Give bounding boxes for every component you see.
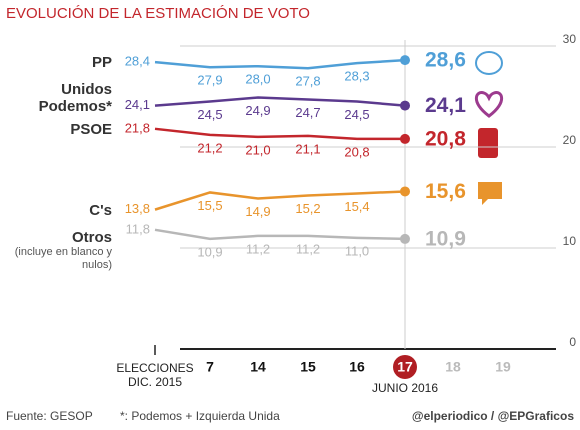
y-tick-label: 0 (569, 335, 576, 349)
series-name: C's (89, 201, 112, 219)
value-label: 10,9 (197, 244, 222, 259)
value-label: 15,2 (295, 201, 320, 216)
end-value-label: 28,6 (425, 49, 466, 72)
annotation: JUNIO 2016 (372, 381, 438, 395)
value-label: 13,8 (125, 201, 150, 216)
series-line (154, 190, 406, 211)
end-value-label: 10,9 (425, 227, 466, 250)
value-label: 21,8 (125, 120, 150, 135)
end-value-label: 20,8 (425, 127, 466, 150)
series-name: PSOE (70, 120, 112, 138)
end-value-label: 24,1 (425, 94, 466, 117)
series-name: Otros (71, 228, 112, 246)
highlight-marker (393, 355, 417, 379)
value-label: 27,8 (295, 74, 320, 89)
value-label: 21,0 (245, 142, 270, 157)
value-label: 24,9 (245, 103, 270, 118)
value-label: 11,8 (126, 221, 150, 236)
psoe-logo (478, 128, 498, 158)
y-tick-label: 10 (563, 234, 577, 248)
value-label: 15,4 (344, 199, 369, 214)
series-name: PP (91, 54, 112, 72)
value-label: 15,5 (197, 198, 222, 213)
chart-title: EVOLUCIÓN DE LA ESTIMACIÓN DE VOTO (6, 5, 310, 22)
value-label: 24,5 (197, 107, 222, 122)
value-label: 21,2 (197, 140, 222, 155)
series-name: Unidos Podemos* (38, 80, 112, 115)
end-point (400, 186, 410, 197)
source: Fuente: GESOP (6, 409, 93, 423)
x-tick-label: 17 (397, 359, 413, 375)
end-point (400, 133, 410, 144)
end-point (400, 100, 410, 111)
x-tick-label: 7 (206, 359, 214, 375)
x-tick-label: 15 (300, 359, 316, 375)
series-line (154, 228, 406, 241)
x-tick-label: 18 (445, 359, 461, 375)
x-tick-label: 19 (495, 359, 511, 375)
value-label: 11,0 (345, 243, 369, 258)
value-label: 28,4 (125, 54, 150, 69)
podemos-logo (474, 91, 504, 118)
value-label: 21,1 (295, 141, 320, 156)
x-tick-label: 14 (250, 359, 266, 375)
value-label: 20,8 (344, 144, 369, 159)
series-line (154, 58, 406, 70)
value-label: 28,0 (245, 72, 270, 87)
end-value-label: 15,6 (425, 180, 466, 203)
x-tick-label: 16 (349, 359, 365, 375)
credit: @elperiodico / @EPGraficos (412, 409, 574, 423)
end-point (400, 233, 410, 244)
value-label: 24,7 (295, 105, 320, 120)
value-label: 24,1 (125, 97, 150, 112)
value-label: 14,9 (245, 204, 270, 219)
series-line (154, 127, 405, 141)
series-line (154, 96, 406, 107)
value-label: 11,2 (246, 241, 270, 256)
value-label: 24,5 (344, 107, 369, 122)
value-label: 11,2 (296, 241, 320, 256)
x-tick-label: ELECCIONES DIC. 2015 (116, 361, 194, 389)
value-label: 27,9 (197, 73, 222, 88)
series-note: (incluye en blanco y nulos) (14, 245, 112, 271)
y-tick-label: 30 (563, 32, 577, 46)
cs-logo (478, 182, 502, 205)
pp-logo (475, 51, 503, 75)
end-point (400, 55, 410, 66)
value-label: 28,3 (344, 69, 369, 84)
footnote: *: Podemos + Izquierda Unida (120, 409, 280, 423)
y-tick-label: 20 (563, 133, 577, 147)
